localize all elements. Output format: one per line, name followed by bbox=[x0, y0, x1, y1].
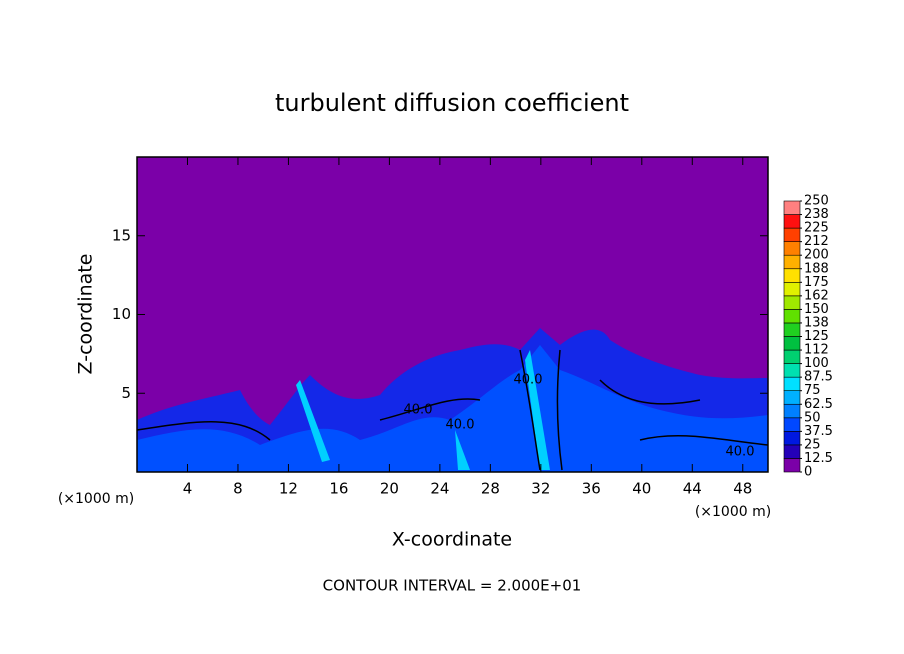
colorbar-box bbox=[783, 458, 801, 473]
colorbar-box bbox=[783, 417, 801, 432]
colorbar-label: 25 bbox=[804, 437, 821, 452]
colorbar-label: 12.5 bbox=[804, 451, 833, 466]
x-tick-label: 8 bbox=[233, 480, 243, 498]
colorbar-label: 162 bbox=[804, 288, 829, 303]
colorbar-box bbox=[783, 309, 801, 324]
colorbar-box bbox=[783, 322, 801, 337]
y-axis-label: Z-coordinate bbox=[75, 254, 97, 375]
contour-label: 40.0 bbox=[404, 403, 433, 418]
colorbar-label: 138 bbox=[804, 315, 829, 330]
field bbox=[136, 157, 769, 472]
colorbar-box bbox=[783, 295, 801, 310]
y-unit: (×1000 m) bbox=[58, 491, 134, 507]
x-tick-label: 16 bbox=[329, 480, 348, 498]
x-tick-label: 44 bbox=[683, 480, 702, 498]
x-unit: (×1000 m) bbox=[695, 504, 771, 520]
colorbar-box bbox=[783, 403, 801, 419]
contour-line bbox=[136, 349, 769, 471]
x-tick-label: 32 bbox=[531, 480, 550, 498]
colorbar-box bbox=[783, 200, 801, 215]
colorbar-box bbox=[783, 444, 801, 459]
x-axis-label: X-coordinate bbox=[392, 529, 512, 551]
colorbar-box bbox=[783, 268, 801, 283]
colorbar-label: 200 bbox=[804, 248, 829, 263]
colorbar-label: 62.5 bbox=[804, 397, 833, 412]
contour-label: 40.0 bbox=[514, 373, 543, 388]
colorbar-label: 212 bbox=[804, 234, 829, 249]
colorbar-box bbox=[783, 227, 801, 242]
field-streak bbox=[296, 350, 550, 470]
x-tick-label: 4 bbox=[183, 480, 193, 498]
colorbar-label: 0 bbox=[804, 465, 812, 480]
colorbar-box bbox=[783, 254, 801, 270]
x-tick-label: 28 bbox=[481, 480, 500, 498]
colorbar-box bbox=[783, 336, 801, 351]
field-region bbox=[137, 345, 768, 472]
y-tick-label: 5 bbox=[121, 384, 131, 402]
colorbar-label: 100 bbox=[804, 356, 829, 371]
y-tick-label: 15 bbox=[112, 226, 131, 244]
colorbar-box bbox=[783, 363, 801, 378]
contour-label: 40.0 bbox=[726, 445, 755, 460]
x-tick-label: 36 bbox=[582, 480, 601, 498]
y-tick-label: 10 bbox=[112, 305, 131, 323]
colorbar-label: 112 bbox=[804, 343, 829, 358]
x-tick-label: 48 bbox=[733, 480, 752, 498]
colorbar-label: 175 bbox=[804, 275, 829, 290]
colorbar-box bbox=[783, 431, 801, 446]
x-tick-label: 20 bbox=[380, 480, 399, 498]
x-tick-label: 24 bbox=[430, 480, 449, 498]
colorbar-label: 50 bbox=[804, 410, 821, 425]
colorbar-label: 37.5 bbox=[804, 424, 833, 439]
colorbar-box bbox=[783, 214, 801, 229]
colorbar-label: 125 bbox=[804, 329, 829, 344]
colorbar-label: 238 bbox=[804, 207, 829, 222]
colorbar-label: 75 bbox=[804, 383, 821, 398]
colorbar-label: 150 bbox=[804, 302, 829, 317]
footer: CONTOUR INTERVAL = 2.000E+01 bbox=[323, 577, 582, 595]
colorbar-label: 250 bbox=[804, 194, 829, 209]
colorbar-label: 87.5 bbox=[804, 370, 833, 385]
contour-label: 40.0 bbox=[446, 418, 475, 433]
colorbar-box bbox=[783, 241, 801, 256]
x-tick-label: 40 bbox=[632, 480, 651, 498]
colorbar-box bbox=[783, 376, 801, 391]
chart-title: turbulent diffusion coefficient bbox=[275, 89, 629, 117]
colorbar-label: 188 bbox=[804, 261, 829, 276]
x-tick-label: 12 bbox=[279, 480, 298, 498]
colorbar-box bbox=[783, 349, 801, 364]
colorbar-box bbox=[783, 281, 801, 297]
colorbar-label: 225 bbox=[804, 221, 829, 236]
colorbar-box bbox=[783, 390, 801, 405]
